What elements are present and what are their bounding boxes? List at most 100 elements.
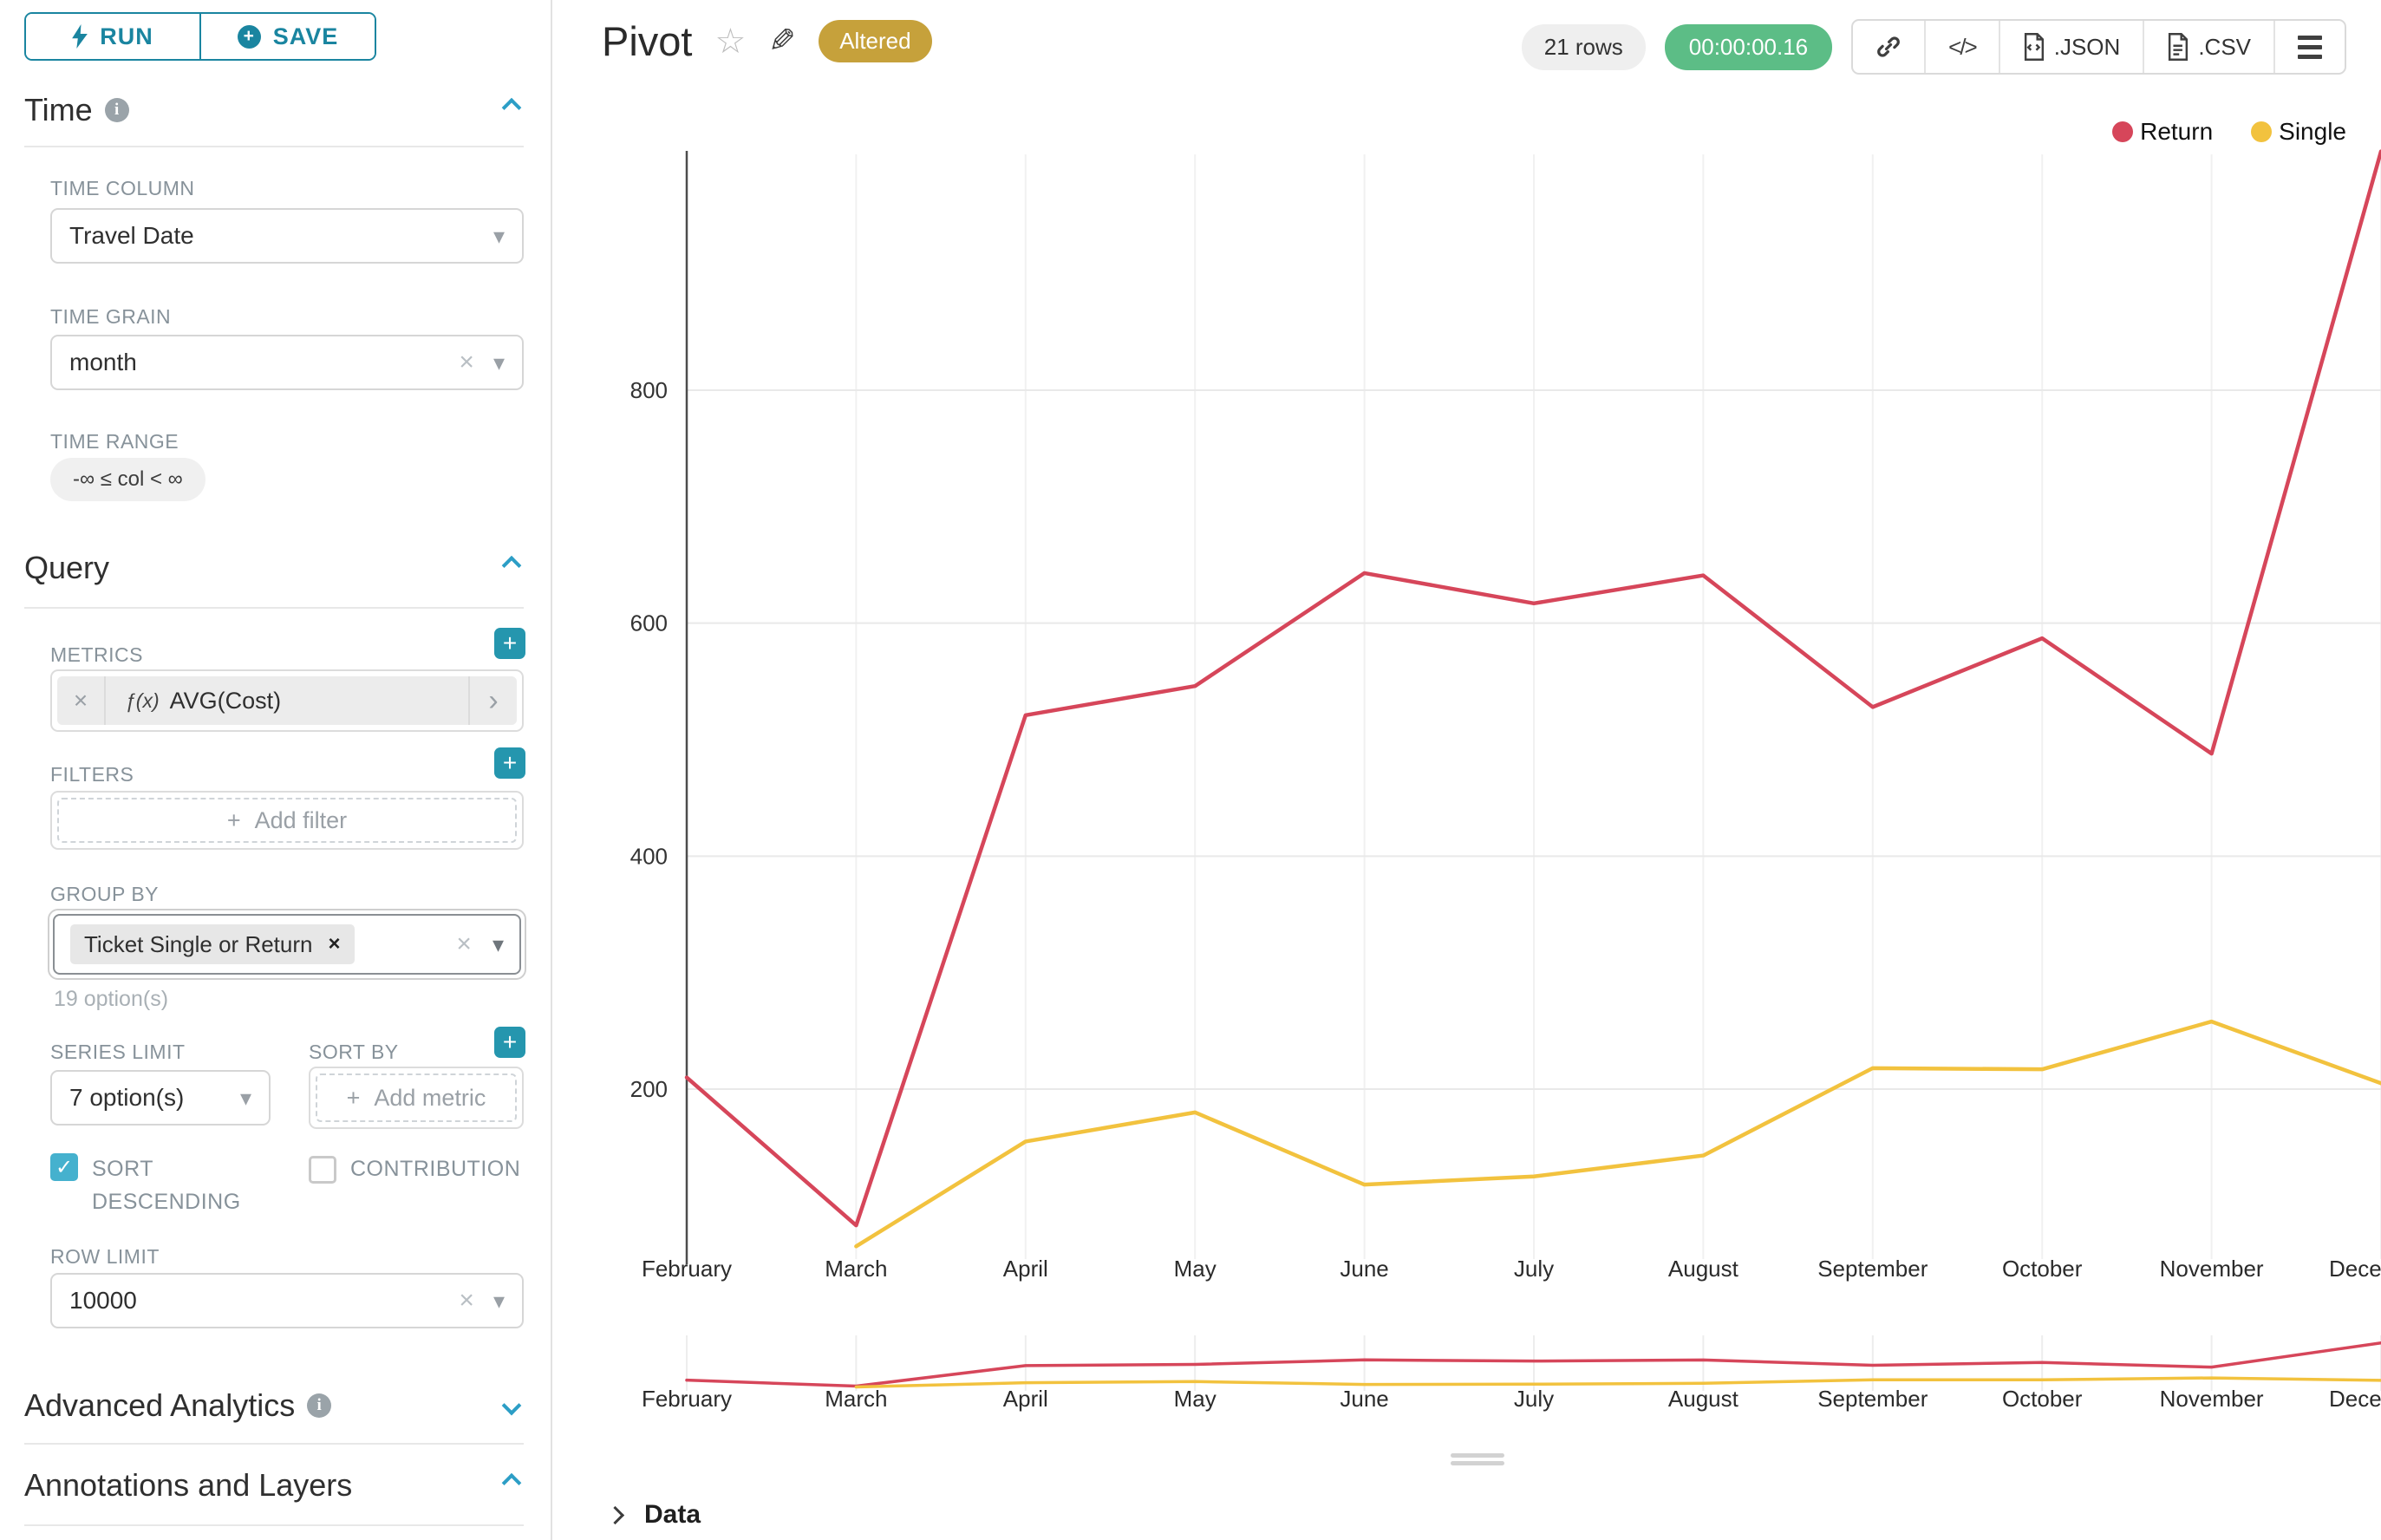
divider bbox=[24, 1524, 524, 1526]
main-horizontal-gridlines bbox=[687, 389, 2381, 1090]
data-panel-toggle[interactable]: Data bbox=[605, 1500, 701, 1530]
time-range-pill[interactable]: -∞ ≤ col < ∞ bbox=[50, 458, 205, 501]
group-by-tag[interactable]: Ticket Single or Return × bbox=[70, 924, 355, 964]
legend-item-single[interactable]: Single bbox=[2251, 118, 2346, 146]
y-tick-label: 600 bbox=[630, 610, 668, 636]
link-icon bbox=[1877, 36, 1901, 57]
mini-x-tick-label: April bbox=[1003, 1386, 1048, 1412]
chevron-up-icon[interactable] bbox=[501, 555, 522, 576]
function-icon: ƒ(x) bbox=[125, 688, 160, 712]
chart-header: Pivot ☆ ✎ Altered bbox=[602, 17, 932, 65]
time-grain-select[interactable]: month × ▾ bbox=[50, 335, 524, 390]
mini-x-tick-label: May bbox=[1174, 1386, 1217, 1412]
mini-x-tick-label: February bbox=[642, 1386, 732, 1412]
header-toolbar: 21 rows 00:00:00.16 </> .JSON .CSV bbox=[1521, 19, 2346, 75]
favorite-star-icon[interactable]: ☆ bbox=[714, 22, 747, 61]
sort-descending-label: SORT DESCENDING bbox=[92, 1157, 241, 1214]
clear-icon[interactable]: × bbox=[459, 1286, 474, 1315]
csv-file-icon bbox=[2169, 33, 2189, 61]
x-tick-label: March bbox=[825, 1256, 887, 1282]
metric-pill[interactable]: × ƒ(x) AVG(Cost) › bbox=[57, 676, 517, 725]
json-label: .JSON bbox=[2053, 33, 2121, 60]
advanced-analytics-header[interactable]: Advanced Analytics i bbox=[24, 1387, 524, 1424]
row-limit-select[interactable]: 10000 × ▾ bbox=[50, 1273, 524, 1328]
metric-box: × ƒ(x) AVG(Cost) › bbox=[50, 669, 524, 732]
query-section-header[interactable]: Query bbox=[24, 550, 524, 586]
plus-icon: + bbox=[226, 806, 241, 833]
clear-icon[interactable]: × bbox=[456, 930, 472, 958]
chevron-up-icon[interactable] bbox=[501, 97, 522, 118]
info-icon: i bbox=[307, 1393, 332, 1418]
add-sort-metric-button[interactable]: + bbox=[494, 1027, 525, 1058]
clear-icon[interactable]: × bbox=[459, 348, 474, 376]
group-by-select[interactable]: Ticket Single or Return × × ▾ bbox=[48, 909, 526, 980]
export-button-group: </> .JSON .CSV bbox=[1851, 19, 2346, 75]
panel-resize-handle[interactable] bbox=[1451, 1453, 1504, 1469]
sort-descending-option[interactable]: ✓ SORT DESCENDING bbox=[50, 1153, 267, 1218]
chevron-down-icon[interactable] bbox=[501, 1395, 522, 1416]
x-tick-label: July bbox=[1514, 1256, 1554, 1282]
caret-down-icon[interactable]: ▾ bbox=[493, 1287, 505, 1314]
plus-icon: + bbox=[502, 630, 518, 656]
return-line bbox=[684, 149, 2381, 1228]
caret-down-icon[interactable]: ▾ bbox=[493, 349, 505, 375]
contribution-option[interactable]: CONTRIBUTION bbox=[309, 1153, 520, 1186]
time-grain-value: month bbox=[69, 349, 137, 375]
chevron-up-icon[interactable] bbox=[501, 1472, 522, 1493]
single-line bbox=[854, 1019, 2381, 1249]
save-button[interactable]: + SAVE bbox=[199, 14, 375, 59]
expand-metric-icon[interactable]: › bbox=[468, 676, 517, 725]
caret-down-icon[interactable]: ▾ bbox=[493, 222, 505, 249]
page-title: Pivot bbox=[602, 18, 693, 64]
sort-by-label: SORT BY bbox=[309, 1041, 399, 1063]
json-file-icon bbox=[2024, 33, 2044, 61]
add-filter-button[interactable]: + bbox=[494, 747, 525, 779]
caret-down-icon[interactable]: ▾ bbox=[492, 930, 504, 957]
x-tick-label: May bbox=[1174, 1256, 1217, 1282]
x-tick-label: February bbox=[642, 1256, 732, 1282]
y-tick-label: 400 bbox=[630, 843, 668, 869]
add-filter-text: Add filter bbox=[254, 806, 348, 833]
save-label: SAVE bbox=[272, 23, 339, 49]
share-link-button[interactable] bbox=[1853, 21, 1924, 73]
query-section-title: Query bbox=[24, 550, 110, 585]
export-json-button[interactable]: .JSON bbox=[1998, 21, 2143, 73]
time-column-select[interactable]: Travel Date ▾ bbox=[50, 208, 524, 264]
remove-metric-icon[interactable]: × bbox=[57, 676, 106, 725]
query-duration-badge: 00:00:00.16 bbox=[1664, 23, 1833, 70]
altered-badge[interactable]: Altered bbox=[819, 20, 932, 62]
annotations-layers-header[interactable]: Annotations and Layers bbox=[24, 1467, 524, 1504]
metric-name: AVG(Cost) bbox=[169, 687, 282, 714]
legend-item-return[interactable]: Return bbox=[2112, 118, 2213, 146]
group-by-options-hint: 19 option(s) bbox=[54, 987, 169, 1011]
plus-circle-icon: + bbox=[237, 24, 261, 49]
add-sort-metric-dropzone[interactable]: + Add metric bbox=[316, 1073, 517, 1122]
mini-x-axis-tick-labels: February March April May June July August Septe… bbox=[642, 1386, 2381, 1412]
series-limit-select[interactable]: 7 option(s) ▾ bbox=[50, 1070, 271, 1126]
mini-vertical-gridlines bbox=[686, 1335, 2381, 1391]
export-csv-button[interactable]: .CSV bbox=[2143, 21, 2273, 73]
sort-by-box: + Add metric bbox=[309, 1067, 524, 1129]
code-icon: </> bbox=[1948, 33, 1978, 60]
divider bbox=[24, 607, 524, 609]
edit-icon[interactable]: ✎ bbox=[768, 23, 797, 60]
add-metric-text: Add metric bbox=[374, 1084, 486, 1111]
time-section-header[interactable]: Time i bbox=[24, 92, 524, 128]
add-metric-button[interactable]: + bbox=[494, 628, 525, 659]
more-menu-button[interactable] bbox=[2273, 21, 2345, 73]
checkbox-empty-icon[interactable] bbox=[309, 1155, 336, 1184]
run-button[interactable]: RUN bbox=[26, 14, 199, 59]
y-tick-label: 800 bbox=[630, 377, 668, 403]
group-by-tag-label: Ticket Single or Return bbox=[84, 930, 313, 957]
time-grain-label: TIME GRAIN bbox=[50, 305, 172, 328]
remove-tag-icon[interactable]: × bbox=[328, 932, 341, 956]
view-query-button[interactable]: </> bbox=[1924, 21, 1999, 73]
x-tick-label: April bbox=[1003, 1256, 1048, 1282]
caret-down-icon[interactable]: ▾ bbox=[239, 1084, 251, 1111]
return-mini-line bbox=[685, 1341, 2381, 1388]
add-filter-dropzone[interactable]: + Add filter bbox=[57, 798, 517, 843]
run-save-button-group: RUN + SAVE bbox=[24, 12, 376, 61]
row-limit-label: ROW LIMIT bbox=[50, 1245, 160, 1268]
checkbox-checked-icon[interactable]: ✓ bbox=[50, 1153, 78, 1181]
